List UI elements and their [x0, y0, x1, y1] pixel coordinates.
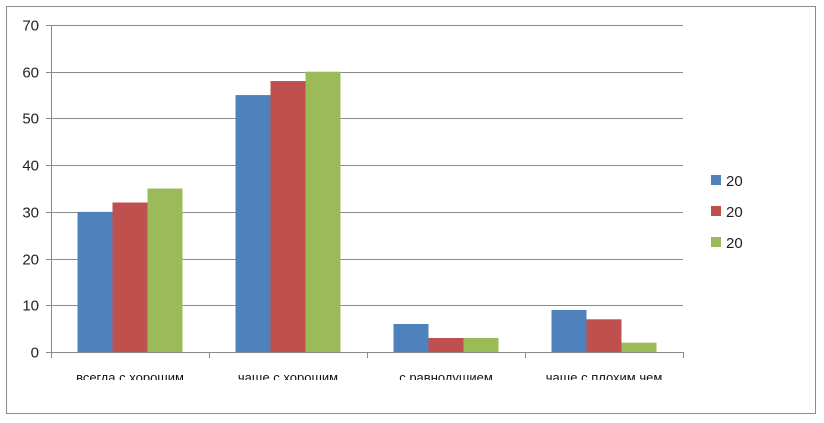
y-tick-label: 0 — [31, 345, 39, 362]
legend-label: 20 — [726, 235, 743, 252]
category-label: с равнодушием — [399, 370, 493, 385]
y-axis-tick-labels: 0 10 20 30 40 50 60 70 — [22, 18, 39, 362]
bar — [112, 202, 148, 352]
bars — [77, 71, 657, 353]
legend-swatch — [711, 206, 721, 216]
legend-swatch — [711, 237, 721, 247]
bar — [463, 337, 499, 352]
legend-label: 20 — [726, 173, 743, 190]
y-tick-label: 20 — [22, 252, 39, 269]
bar — [428, 337, 464, 352]
category-label: чаще с хорошим — [238, 370, 338, 385]
bar — [551, 309, 587, 352]
legend-swatch — [711, 175, 721, 185]
y-tick-label: 30 — [22, 205, 39, 222]
bar — [270, 81, 306, 353]
y-tick-label: 10 — [22, 298, 39, 315]
x-axis-category-labels: всегда с хорошим чаще с хорошим с равнодуш… — [76, 370, 663, 385]
bar — [77, 211, 113, 352]
y-tick-label: 60 — [22, 65, 39, 82]
category-label: чаще с плохим чем — [546, 370, 663, 385]
bar — [621, 342, 657, 352]
y-tick-label: 50 — [22, 111, 39, 128]
legend-label: 20 — [726, 204, 743, 221]
bar — [305, 71, 341, 352]
bar — [147, 188, 183, 352]
axes — [46, 25, 684, 358]
category-label: всегда с хорошим — [76, 370, 184, 385]
bar — [393, 323, 429, 352]
bar — [586, 319, 622, 352]
bar — [235, 95, 271, 353]
y-tick-label: 70 — [22, 18, 39, 35]
y-tick-label: 40 — [22, 158, 39, 175]
legend: 20 20 20 — [711, 173, 743, 252]
